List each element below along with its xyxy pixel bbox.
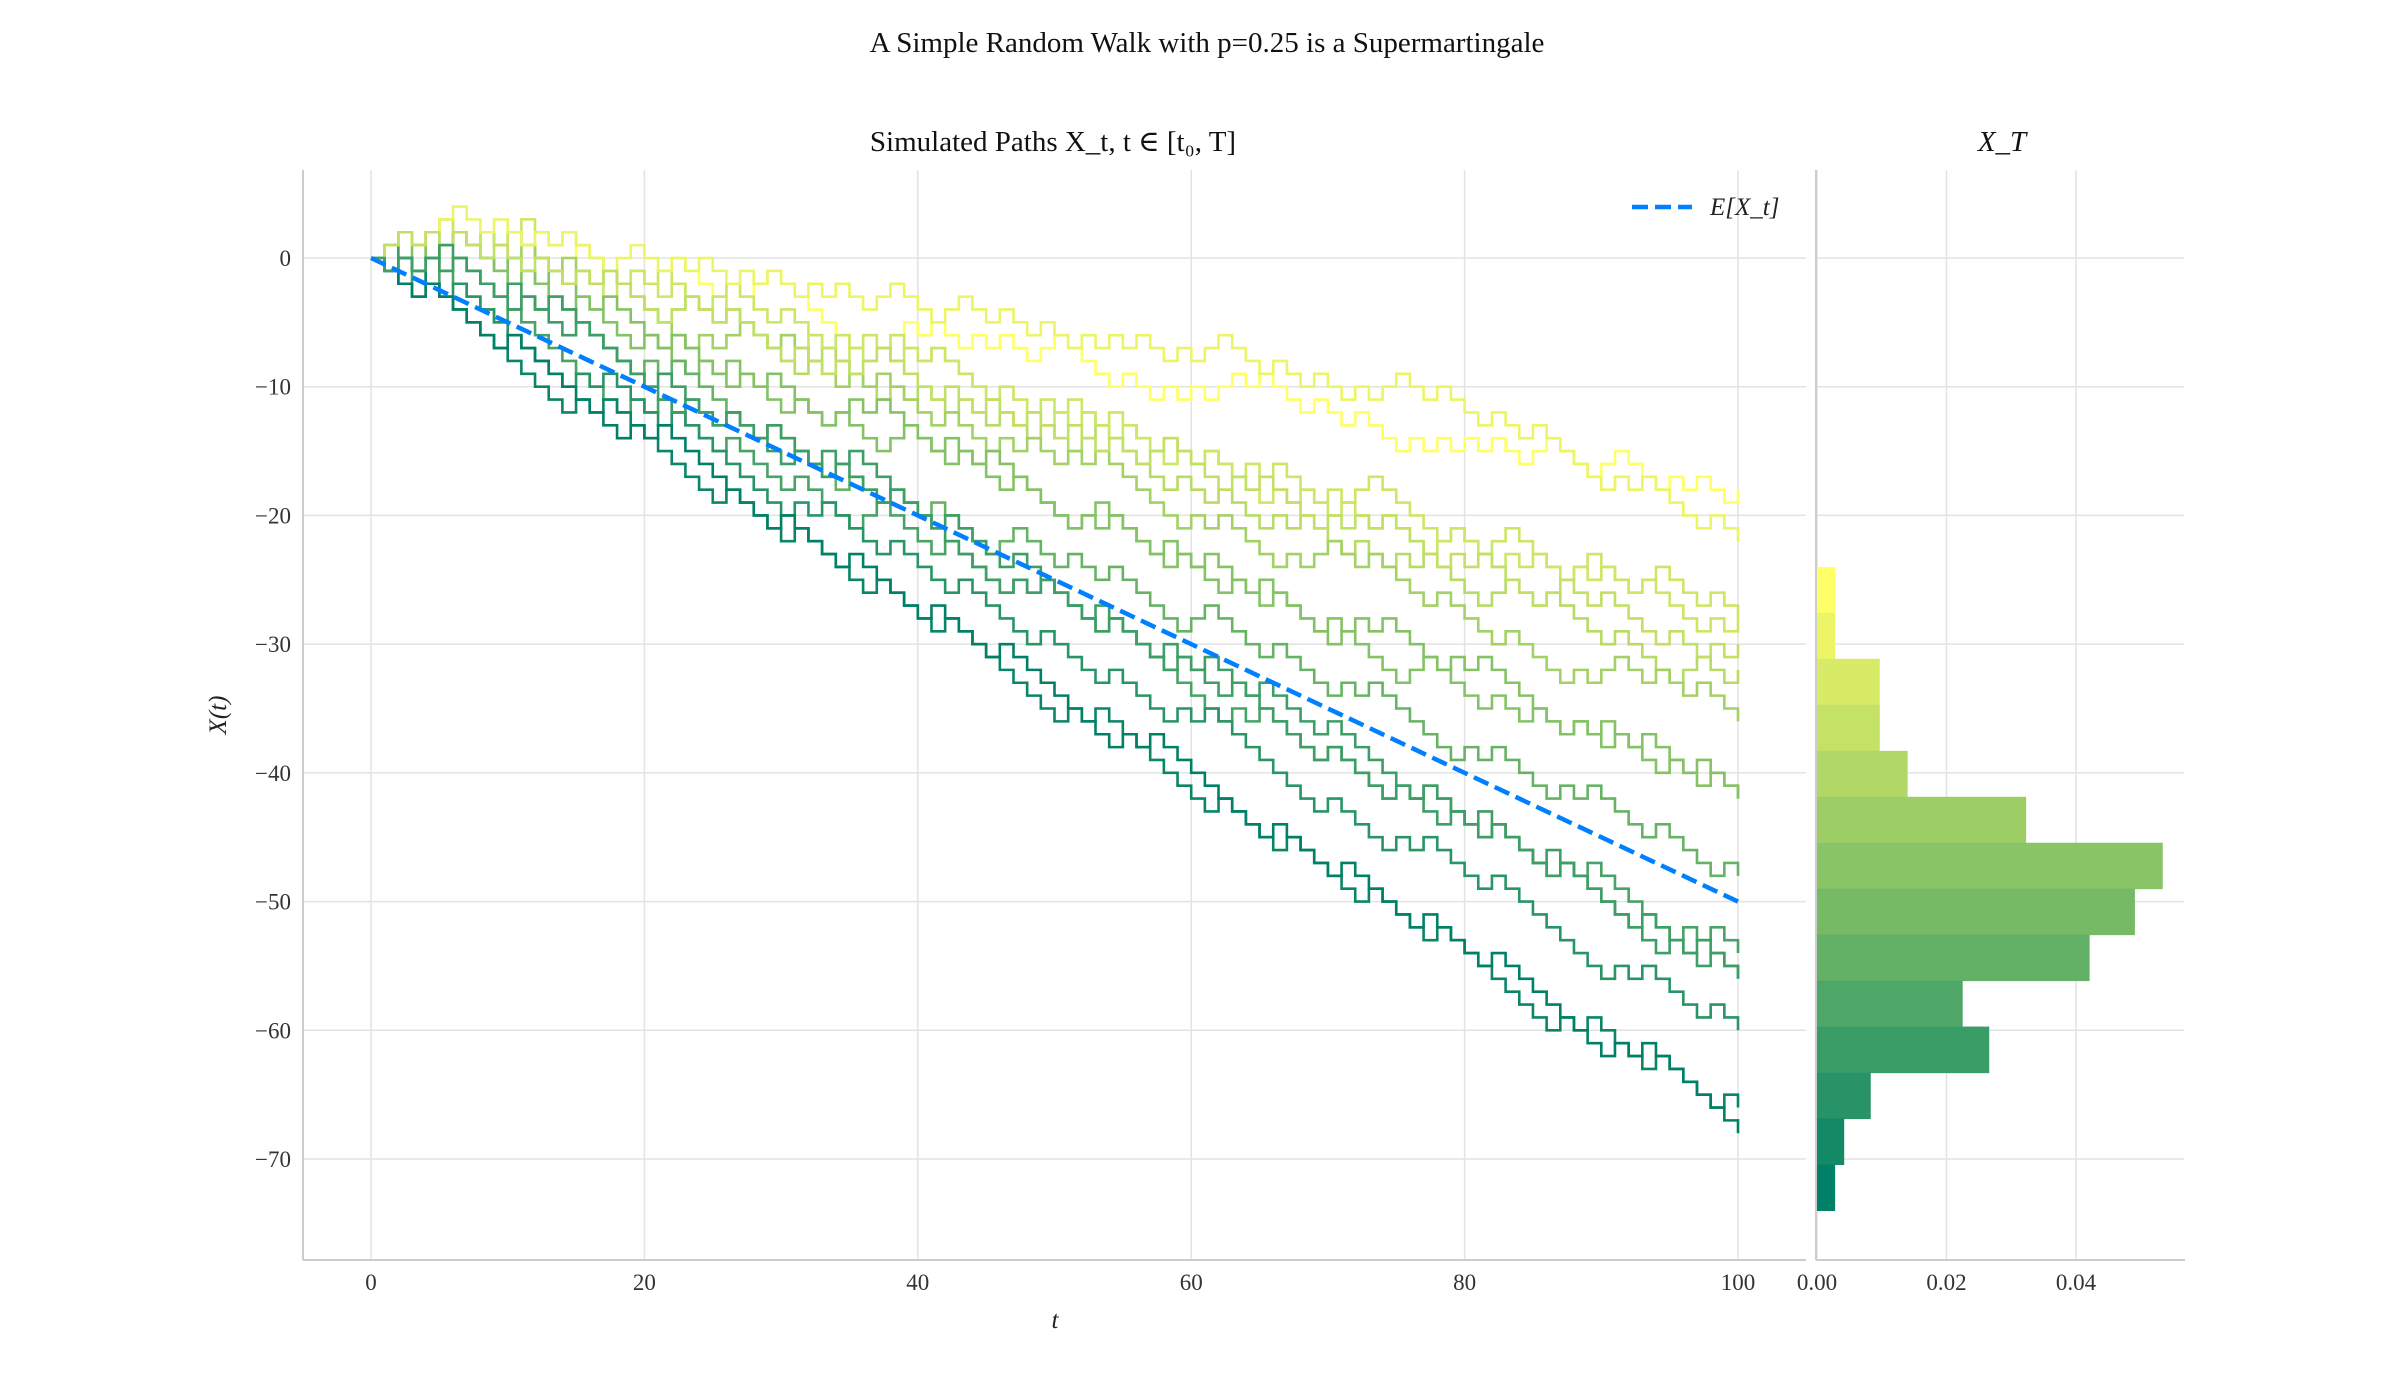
random-walk-path [371, 256, 1740, 1134]
x-tick-label: 20 [633, 1270, 656, 1295]
x-tick-label: 60 [1180, 1270, 1203, 1295]
legend-label: E[X_t] [1709, 194, 1779, 221]
x-tick-label: 100 [1721, 1270, 1756, 1295]
legend: E[X_t] [1632, 194, 1779, 221]
x-tick-label: 0 [365, 1270, 377, 1295]
histogram-bar [1817, 1072, 1871, 1120]
y-tick-label: −20 [255, 503, 291, 528]
figure-title: A Simple Random Walk with p=0.25 is a Su… [870, 27, 1545, 59]
histogram-bars [1817, 566, 2163, 1211]
histogram-bar [1817, 658, 1880, 706]
random-walk-path [371, 256, 1740, 1031]
histogram-bar [1817, 612, 1836, 660]
random-walk-path [371, 243, 1740, 979]
hist-x-tick-label: 0.02 [1926, 1270, 1966, 1295]
random-walk-path [371, 230, 1740, 799]
histogram-bar [1817, 704, 1880, 752]
simulated-paths [371, 205, 1740, 1134]
histogram-bar [1817, 566, 1836, 614]
y-tick-label: −50 [255, 890, 291, 915]
random-walk-path [371, 205, 1740, 542]
histogram-bar [1817, 842, 2163, 890]
random-walk-path [371, 243, 1740, 979]
y-tick-label: −70 [255, 1147, 291, 1172]
y-tick-label: −30 [255, 632, 291, 657]
y-tick-label: −60 [255, 1018, 291, 1043]
hist-ticks: 0.00 0.02 0.04 [1797, 1270, 2097, 1295]
y-tick-label: 0 [280, 246, 292, 271]
random-walk-path [371, 230, 1740, 659]
x-axis-label: t [1052, 1307, 1060, 1334]
hist-x-tick-label: 0.04 [2056, 1270, 2097, 1295]
y-tick-label: −10 [255, 375, 291, 400]
main-title: Simulated Paths X_t, t ∈ [t₀, T] [870, 126, 1236, 158]
hist-x-tick-label: 0.00 [1797, 1270, 1837, 1295]
histogram-plot: 0.00 0.02 0.04 X_T [1797, 126, 2185, 1295]
paths-plot: 0 20 40 60 80 100 0 −10 −20 −30 −40 −50 −60 −70 Simul… [205, 126, 1806, 1334]
y-axis-label: X(t) [205, 696, 232, 736]
histogram-bar [1817, 888, 2135, 936]
histogram-bar [1817, 934, 2090, 982]
x-tick-label: 40 [906, 1270, 929, 1295]
random-walk-path [371, 256, 1740, 1109]
y-tick-label: −40 [255, 761, 291, 786]
hist-title: X_T [1977, 126, 2028, 158]
histogram-bar [1817, 1164, 1836, 1211]
histogram-bar [1817, 796, 2027, 844]
histogram-bar [1817, 980, 1963, 1028]
histogram-bar [1817, 1118, 1845, 1166]
x-tick-label: 80 [1453, 1270, 1476, 1295]
histogram-bar [1817, 1026, 1990, 1074]
histogram-bar [1817, 750, 1908, 798]
main-ticks: 0 20 40 60 80 100 0 −10 −20 −30 −40 −50 −60 −70 [255, 246, 1755, 1295]
